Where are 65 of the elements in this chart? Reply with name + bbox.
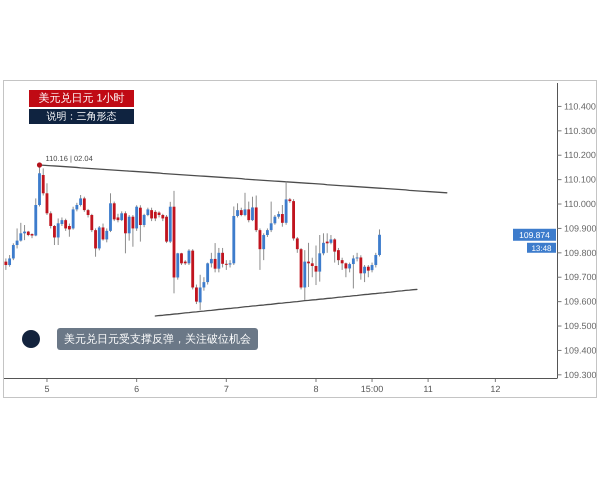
y-tick-label: 109.400 [564, 345, 597, 356]
x-tick-label: 6 [134, 384, 140, 394]
candlestick [214, 242, 217, 273]
candlestick [180, 252, 183, 266]
candlestick [363, 264, 366, 283]
y-tick-label: 109.600 [564, 296, 597, 307]
candlestick [370, 262, 374, 273]
y-tick-label: 109.700 [564, 272, 597, 282]
x-tick-label: 7 [224, 384, 229, 394]
candlestick [217, 247, 220, 273]
candlestick [366, 264, 370, 278]
candlestick [23, 224, 26, 241]
x-tick-label: 12 [490, 384, 500, 394]
candlestick [359, 254, 362, 280]
x-tick-label: 8 [313, 384, 319, 394]
y-tick-label: 110.200 [564, 150, 596, 160]
candlestick [102, 223, 104, 242]
y-tick-label: 109.900 [564, 223, 597, 234]
candlestick [221, 247, 224, 268]
candlestick [124, 210, 127, 254]
y-tick-label: 109.300 [564, 370, 597, 380]
candlestick [188, 248, 190, 266]
candlestick [138, 204, 142, 242]
candlestick [352, 254, 355, 289]
text: 说明：三角形态 [46, 110, 116, 122]
candlestick [64, 218, 68, 232]
candlestick [150, 207, 154, 222]
candlestick [8, 254, 12, 268]
candlestick [348, 262, 352, 273]
candlestick [198, 274, 202, 310]
candlestick [284, 181, 288, 226]
candlestick [53, 224, 56, 246]
candlestick [307, 242, 310, 288]
candlestick [258, 228, 262, 270]
candlestick [244, 192, 246, 217]
y-tick-label: 110.100 [564, 174, 596, 185]
y-tick-label: 109.500 [564, 321, 597, 332]
candlestick [314, 245, 318, 286]
line-series [154, 288, 418, 317]
candlestick [131, 214, 134, 248]
y-tick-label: 110.300 [564, 126, 596, 136]
x-tick-label: 5 [44, 384, 50, 394]
y-tick-label: 110.400 [564, 101, 596, 112]
annotation: 109.874 [519, 230, 550, 240]
candlestick [326, 232, 329, 254]
candlestick [322, 232, 325, 256]
candlestick [224, 260, 228, 270]
y-tick-label: 109.800 [564, 248, 597, 258]
candlestick [280, 204, 284, 228]
candlestick [330, 234, 332, 245]
annotation: 美元兑日元受支撑反弹，关注破位机会 [64, 332, 251, 346]
candlestick [4, 258, 8, 270]
candlestick [210, 252, 213, 268]
candlestick [344, 262, 348, 278]
candlestick [270, 201, 273, 233]
candlestick [251, 196, 254, 222]
y-tick-label: 110.000 [564, 199, 596, 210]
x-tick-label: 15:00 [360, 384, 384, 394]
candlestick [128, 214, 131, 242]
text: 美元兑日元 1小时 [38, 92, 125, 105]
x-tick-label: 11 [423, 384, 433, 394]
candlestick [273, 214, 276, 226]
candlestick [195, 284, 198, 305]
annotation: 13:48 [531, 244, 552, 253]
candlestick [142, 213, 146, 228]
